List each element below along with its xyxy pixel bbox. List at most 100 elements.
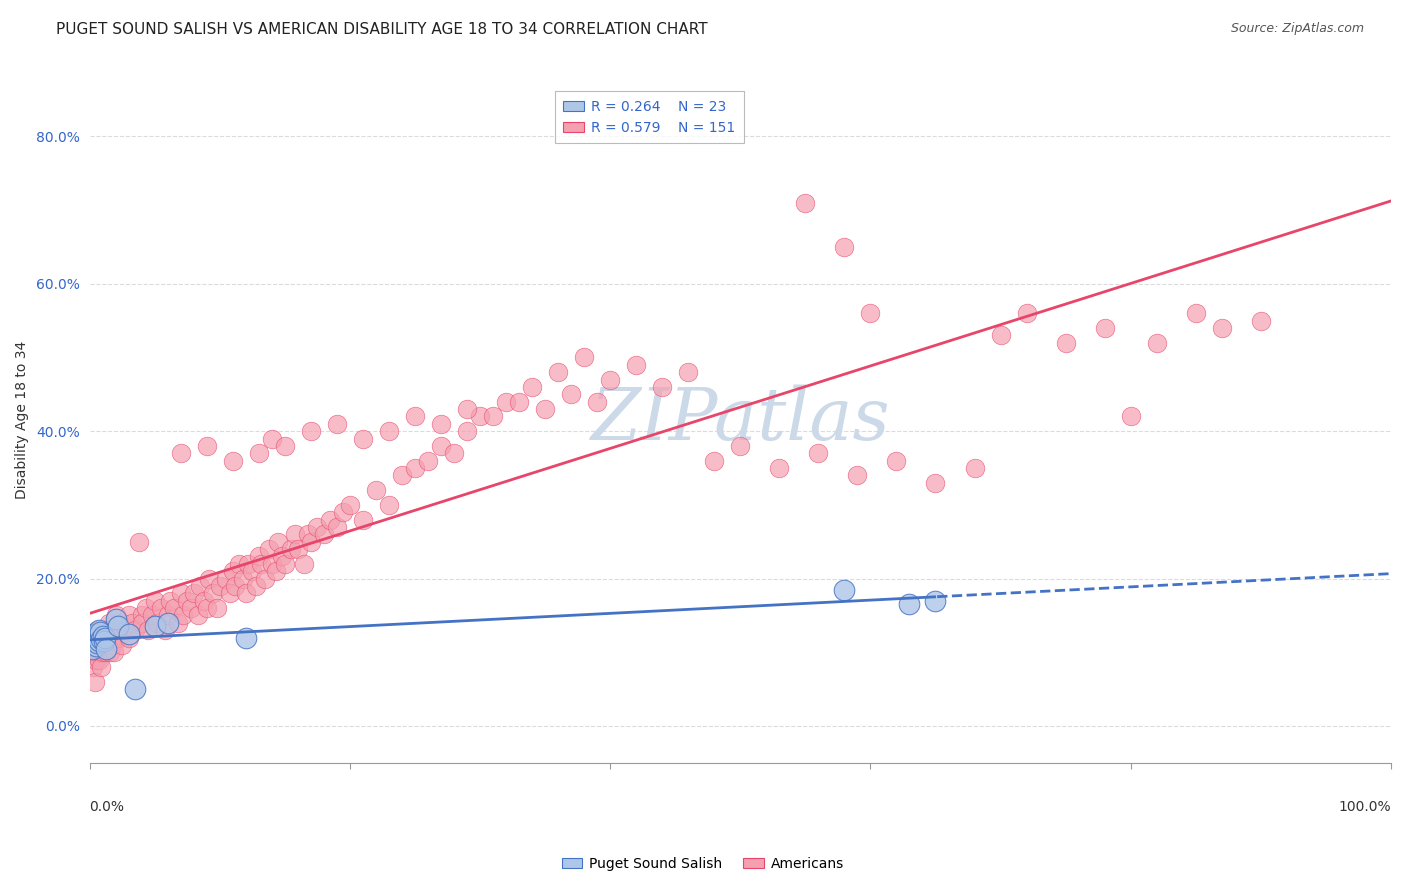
Point (167, 615, 190, 630)
Point (274, 439, 297, 453)
Point (159, 593, 181, 607)
Point (103, 645, 125, 659)
Point (378, 498, 401, 512)
Text: ZIPatlas: ZIPatlas (591, 384, 890, 456)
Point (456, 424, 478, 438)
Point (247, 446, 270, 460)
Point (378, 424, 401, 438)
Point (82, 645, 104, 659)
Point (1094, 321, 1116, 335)
Point (100, 638, 122, 652)
Point (224, 579, 246, 593)
Point (82, 627, 104, 641)
Text: 0.0%: 0.0% (90, 800, 125, 814)
Point (180, 601, 202, 615)
Point (91, 631, 114, 645)
Point (150, 601, 173, 615)
Point (97, 631, 120, 645)
Point (271, 549, 294, 564)
Point (1184, 306, 1206, 320)
Point (245, 579, 267, 593)
Text: Source: ZipAtlas.com: Source: ZipAtlas.com (1230, 22, 1364, 36)
Point (703, 453, 725, 467)
Point (146, 615, 169, 630)
Point (121, 615, 143, 630)
Point (260, 557, 283, 571)
Point (430, 417, 453, 431)
Point (87, 652, 110, 666)
Point (547, 365, 569, 379)
Point (143, 593, 166, 607)
Point (267, 534, 290, 549)
Point (235, 631, 257, 645)
Point (195, 601, 218, 615)
Point (332, 505, 354, 519)
Point (89, 645, 111, 659)
Point (104, 608, 127, 623)
Point (560, 387, 582, 401)
Point (235, 586, 257, 600)
Point (287, 542, 309, 557)
Point (172, 608, 194, 623)
Point (169, 446, 191, 460)
Point (163, 601, 186, 615)
Point (96, 641, 118, 656)
Point (254, 572, 277, 586)
Point (1119, 409, 1142, 424)
Point (82, 660, 104, 674)
Point (299, 534, 322, 549)
Point (250, 557, 273, 571)
Point (104, 623, 127, 637)
Point (124, 623, 146, 637)
Point (111, 638, 134, 652)
Point (430, 439, 453, 453)
Point (96, 645, 118, 659)
Text: PUGET SOUND SALISH VS AMERICAN DISABILITY AGE 18 TO 34 CORRELATION CHART: PUGET SOUND SALISH VS AMERICAN DISABILIT… (56, 22, 707, 37)
Point (222, 564, 245, 578)
Point (456, 402, 478, 417)
Point (82, 641, 104, 656)
Point (104, 612, 127, 626)
Point (352, 513, 374, 527)
Point (651, 380, 673, 394)
Point (768, 461, 790, 475)
Point (156, 615, 179, 630)
Point (1146, 335, 1168, 350)
Point (924, 593, 946, 607)
Point (86, 636, 108, 650)
Point (260, 432, 283, 446)
Point (91, 629, 114, 643)
Point (98, 645, 121, 659)
Point (156, 608, 179, 623)
Point (219, 586, 242, 600)
Point (195, 439, 218, 453)
Point (98, 638, 121, 652)
Point (846, 468, 869, 483)
Point (326, 520, 349, 534)
Point (111, 615, 134, 630)
Point (482, 409, 505, 424)
Point (1015, 306, 1038, 320)
Point (364, 483, 387, 497)
Point (404, 461, 426, 475)
Point (89, 638, 111, 652)
Point (131, 608, 153, 623)
Point (90, 623, 112, 637)
Point (299, 424, 322, 438)
Point (87, 631, 110, 645)
Point (495, 394, 517, 409)
Point (1211, 321, 1233, 335)
Point (176, 593, 198, 607)
Point (468, 409, 491, 424)
Point (292, 557, 315, 571)
Point (134, 601, 156, 615)
Point (508, 394, 530, 409)
Point (117, 608, 139, 623)
Point (94, 623, 117, 637)
Point (107, 631, 129, 645)
Point (963, 461, 986, 475)
Point (205, 601, 228, 615)
Point (86, 623, 108, 637)
Point (1054, 335, 1077, 350)
Point (90, 660, 112, 674)
